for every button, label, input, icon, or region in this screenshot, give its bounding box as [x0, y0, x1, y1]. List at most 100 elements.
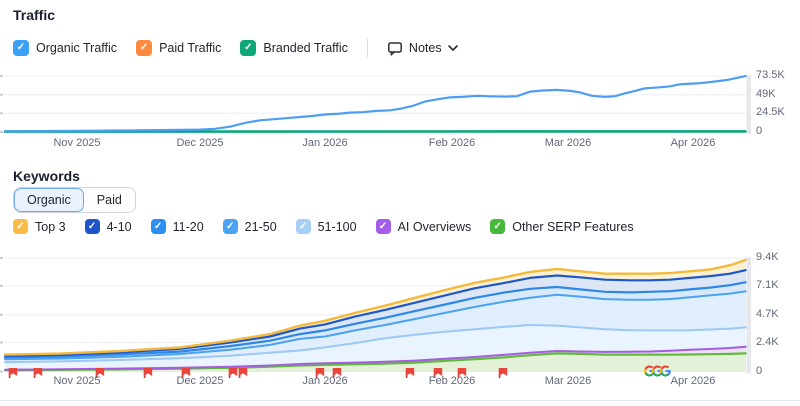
chart-right-handle[interactable] — [746, 257, 752, 374]
legend-label: AI Overviews — [397, 219, 472, 234]
checkbox-paid-traffic[interactable]: ✓ — [136, 40, 153, 56]
legend-label: Branded Traffic — [263, 41, 348, 55]
y-axis-label: 0 — [756, 125, 763, 137]
area-band-3 — [5, 291, 746, 363]
checkbox-other-serp-features[interactable]: ✓ — [490, 219, 506, 234]
section-divider — [0, 400, 800, 401]
x-axis-label: Nov 2025 — [53, 137, 101, 149]
x-axis-label: Mar 2026 — [544, 375, 592, 387]
y-axis-label: 2.4K — [756, 335, 779, 348]
note-flag[interactable] — [143, 368, 153, 378]
legend-label: Other SERP Features — [512, 219, 634, 234]
legend-label: 4-10 — [106, 219, 132, 234]
notes-dropdown[interactable]: Notes — [387, 41, 458, 56]
chevron-down-icon — [447, 45, 458, 51]
y-axis-label: 73.5K — [756, 68, 785, 81]
checkbox-pos-4-10[interactable]: ✓ — [84, 219, 100, 234]
axis-tick — [0, 93, 3, 96]
series-line — [3, 269, 748, 357]
traffic-section-title: Traffic — [13, 7, 56, 23]
legend-item-paid-traffic[interactable]: ✓ Paid Traffic — [136, 40, 221, 56]
checkbox-branded-traffic[interactable]: ✓ — [240, 40, 257, 56]
keywords-legend: ✓ Top 3 ✓ 4-10 ✓ 11-20 ✓ 21-50 ✓ 51-100 ✓ AI Overvi… — [13, 219, 634, 234]
area-band-1 — [5, 270, 746, 358]
chart-right-handle[interactable] — [746, 75, 752, 134]
x-axis-label: Mar 2026 — [544, 137, 592, 149]
axis-tick — [0, 75, 3, 77]
legend-label: Organic Traffic — [36, 41, 118, 55]
keywords-source-toggle: Organic Paid — [13, 187, 136, 213]
note-flag[interactable] — [8, 368, 18, 378]
note-flag[interactable] — [95, 368, 105, 378]
area-band-6 — [5, 353, 746, 372]
x-axis-label: Nov 2025 — [53, 375, 101, 387]
checkbox-pos-51-100[interactable]: ✓ — [295, 219, 311, 234]
toggle-option-paid[interactable]: Paid — [83, 188, 135, 212]
legend-item-pos-11-20[interactable]: ✓ 11-20 — [150, 219, 204, 234]
legend-item-branded-traffic[interactable]: ✓ Branded Traffic — [240, 40, 348, 56]
y-axis-label: 4.7K — [756, 307, 779, 320]
x-axis-label: Dec 2025 — [176, 137, 224, 149]
axis-tick — [0, 112, 3, 115]
axis-tick — [0, 284, 3, 287]
legend-item-pos-21-50[interactable]: ✓ 21-50 — [222, 219, 277, 234]
legend-item-other-serp-features[interactable]: ✓ Other SERP Features — [490, 219, 634, 234]
legend-item-ai-overviews[interactable]: ✓ AI Overviews — [375, 219, 472, 234]
x-axis-label: Jan 2026 — [302, 375, 348, 387]
google-update-icon[interactable] — [644, 365, 655, 377]
note-flag[interactable] — [33, 368, 43, 378]
x-axis-label: Jan 2026 — [302, 137, 348, 149]
x-axis-label: Apr 2026 — [670, 375, 716, 387]
notes-bubble-icon — [387, 41, 402, 56]
note-flag[interactable] — [457, 368, 467, 378]
series-line — [3, 258, 748, 356]
note-flag[interactable] — [405, 368, 415, 378]
checkbox-pos-21-50[interactable]: ✓ — [222, 219, 238, 234]
checkbox-organic-traffic[interactable]: ✓ — [13, 40, 29, 56]
checkbox-pos-11-20[interactable]: ✓ — [150, 219, 166, 234]
series-line — [4, 345, 747, 371]
note-flag[interactable] — [238, 368, 248, 378]
series-line — [3, 74, 748, 133]
legend-item-top-3[interactable]: ✓ Top 3 — [13, 219, 66, 234]
legend-label: Paid Traffic — [159, 41, 222, 55]
y-axis-label: 24.5K — [756, 106, 785, 119]
y-axis-label: 7.1K — [756, 278, 779, 291]
note-flag[interactable] — [315, 368, 325, 378]
axis-tick — [0, 131, 3, 133]
checkbox-ai-overviews[interactable]: ✓ — [375, 219, 391, 234]
legend-divider — [366, 39, 368, 57]
google-update-icon[interactable] — [660, 365, 671, 377]
series-line — [3, 352, 748, 372]
series-line — [4, 290, 747, 361]
keywords-section-title: Keywords — [13, 168, 80, 184]
note-flag[interactable] — [498, 368, 508, 378]
legend-item-pos-4-10[interactable]: ✓ 4-10 — [84, 219, 132, 234]
legend-item-organic-traffic[interactable]: ✓ Organic Traffic — [13, 40, 117, 56]
legend-label: Top 3 — [35, 219, 66, 234]
legend-item-pos-51-100[interactable]: ✓ 51-100 — [295, 219, 357, 234]
traffic-legend: ✓ Organic Traffic ✓ Paid Traffic ✓ Branded Tr… — [13, 39, 458, 57]
x-axis-label: Feb 2026 — [428, 375, 476, 387]
note-flag[interactable] — [228, 368, 238, 378]
note-flag[interactable] — [181, 368, 191, 378]
note-flag[interactable] — [433, 368, 443, 378]
x-axis-label: Apr 2026 — [670, 137, 716, 149]
legend-label: 51-100 — [317, 219, 357, 234]
series-line — [4, 324, 747, 364]
series-line — [3, 281, 748, 359]
axis-tick — [0, 257, 3, 259]
axis-tick — [0, 341, 3, 344]
axis-tick — [0, 370, 3, 373]
notes-label: Notes — [408, 41, 442, 55]
legend-label: 21-50 — [244, 219, 277, 234]
note-flag[interactable] — [332, 368, 342, 378]
checkbox-top-3[interactable]: ✓ — [13, 219, 28, 234]
axis-tick — [0, 313, 3, 316]
y-axis-label: 49K — [756, 87, 776, 100]
y-axis-label: 9.4K — [756, 251, 779, 263]
toggle-option-organic[interactable]: Organic — [14, 188, 84, 212]
y-axis-label: 0 — [756, 364, 763, 377]
